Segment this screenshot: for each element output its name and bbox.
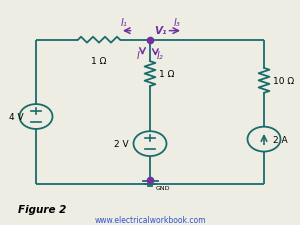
Text: I₂: I₂ xyxy=(157,51,164,61)
Text: GND: GND xyxy=(155,186,170,191)
Text: I₃: I₃ xyxy=(174,18,180,28)
Text: 2 V: 2 V xyxy=(114,140,129,148)
Text: 4 V: 4 V xyxy=(9,112,24,122)
Text: 2 A: 2 A xyxy=(273,135,288,144)
Text: www.electricalworkbook.com: www.electricalworkbook.com xyxy=(94,215,206,224)
Text: 1 Ω: 1 Ω xyxy=(159,70,174,79)
Text: 1 Ω: 1 Ω xyxy=(91,56,107,65)
Text: 10 Ω: 10 Ω xyxy=(273,76,294,86)
Text: I: I xyxy=(137,51,140,61)
Text: Figure 2: Figure 2 xyxy=(18,204,66,214)
Text: I₁: I₁ xyxy=(121,18,128,28)
Text: V₁: V₁ xyxy=(154,26,167,36)
